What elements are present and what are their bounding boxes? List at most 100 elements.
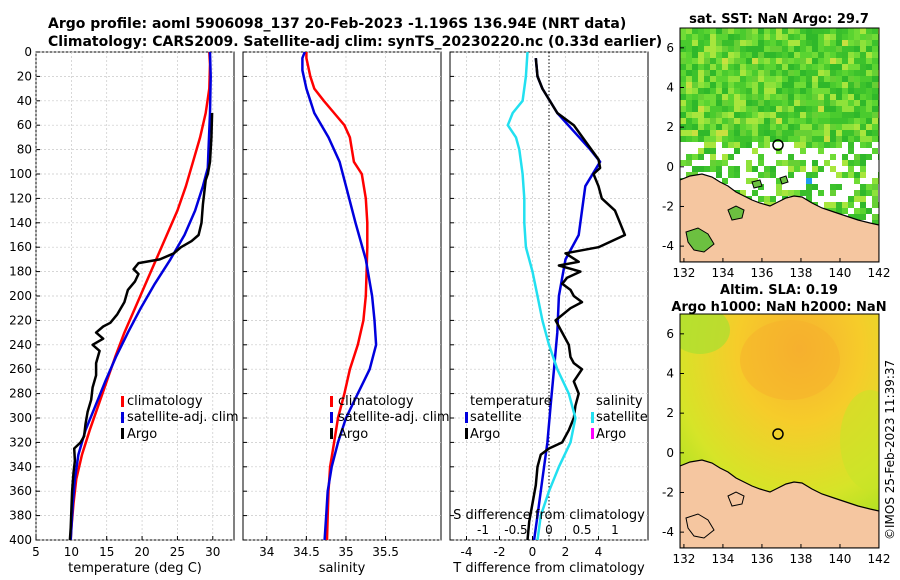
sst-cell <box>692 88 698 94</box>
sst-cell <box>728 112 734 118</box>
sst-cell <box>716 88 722 94</box>
sst-cell <box>836 88 842 94</box>
sst-cell <box>854 112 860 118</box>
sst-cell <box>716 130 722 136</box>
sst-cell <box>680 46 686 52</box>
sst-cell <box>860 34 866 40</box>
sst-cell <box>716 82 722 88</box>
sla-map-title-line2: Argo h1000: NaN h2000: NaN <box>671 300 886 315</box>
sst-cell <box>746 136 752 142</box>
series-line-temperature-argo <box>526 57 627 540</box>
sst-cell <box>692 112 698 118</box>
sst-cell <box>740 130 746 136</box>
sst-cell <box>836 52 842 58</box>
sst-cell <box>800 142 806 148</box>
sst-cell <box>758 40 764 46</box>
legend-label-satellite: satellite-adj. clim <box>127 410 239 425</box>
sst-cell <box>752 70 758 76</box>
sst-cell <box>830 34 836 40</box>
sst-cell <box>812 76 818 82</box>
sst-cell <box>842 40 848 46</box>
sst-cell <box>740 112 746 118</box>
sst-cell <box>854 100 860 106</box>
sst-cell <box>740 142 746 148</box>
sst-cell <box>824 106 830 112</box>
sst-cell <box>728 100 734 106</box>
sst-cell <box>854 58 860 64</box>
sst-cell <box>788 34 794 40</box>
sst-cell <box>830 40 836 46</box>
sst-cell <box>734 58 740 64</box>
sst-cell <box>782 46 788 52</box>
sst-cell <box>698 94 704 100</box>
sst-cell <box>818 112 824 118</box>
sst-cell <box>752 52 758 58</box>
sst-cell <box>716 124 722 130</box>
sst-cell <box>782 52 788 58</box>
sst-cell <box>848 106 854 112</box>
sst-cell <box>758 64 764 70</box>
sst-cell <box>842 28 848 34</box>
sst-cell <box>824 112 830 118</box>
sst-map-ticks: 132 134 136 138 140 142 -4 -2 0 2 4 6 <box>662 41 890 280</box>
sst-cell <box>704 76 710 82</box>
sst-cell <box>704 118 710 124</box>
sst-cell <box>752 82 758 88</box>
sst-cell <box>818 52 824 58</box>
sst-cell <box>860 118 866 124</box>
sst-cell <box>728 34 734 40</box>
sst-cell <box>854 154 860 160</box>
sst-cell <box>788 100 794 106</box>
sst-map: 132 134 136 138 140 142 -4 -2 0 2 4 6 <box>662 27 890 280</box>
sst-cell <box>860 106 866 112</box>
sst-cell <box>692 166 698 172</box>
depth-tick-label: 280 <box>9 387 32 401</box>
sst-cell <box>722 64 728 70</box>
sst-cell <box>698 106 704 112</box>
sst-cell <box>734 172 740 178</box>
sst-cell <box>836 208 842 214</box>
legend-label-s-satellite: satellite <box>596 410 648 425</box>
sst-cell <box>788 82 794 88</box>
sst-cell <box>704 100 710 106</box>
sst-cell <box>680 64 686 70</box>
sst-cell <box>806 106 812 112</box>
sst-cell <box>722 94 728 100</box>
sst-cell <box>776 100 782 106</box>
sst-cell <box>686 82 692 88</box>
sst-cell <box>848 130 854 136</box>
island-coast <box>727 205 745 221</box>
sst-cell <box>806 112 812 118</box>
sst-cell <box>710 160 716 166</box>
sst-cell <box>776 46 782 52</box>
sst-cell <box>746 100 752 106</box>
temperature-xlabel: temperature (deg C) <box>68 561 202 576</box>
sst-cell <box>860 40 866 46</box>
sst-cell <box>722 58 728 64</box>
t-difference-xlabel: T difference from climatology <box>452 561 645 576</box>
sst-cell <box>728 52 734 58</box>
sst-cell <box>686 28 692 34</box>
sst-cell <box>830 190 836 196</box>
sst-cell <box>710 136 716 142</box>
sst-cell <box>848 118 854 124</box>
sst-cell <box>692 52 698 58</box>
sst-cell <box>830 82 836 88</box>
sst-cell <box>776 190 782 196</box>
sst-cell <box>728 82 734 88</box>
s-tick-label: 0.5 <box>572 523 591 537</box>
sst-cell <box>866 208 872 214</box>
sst-cell <box>686 172 692 178</box>
sst-cell <box>812 166 818 172</box>
sst-cell <box>716 106 722 112</box>
legend-label-satellite: satellite-adj. clim <box>338 410 450 425</box>
sst-cell <box>704 112 710 118</box>
sst-cell <box>698 70 704 76</box>
sla-map: 132 134 136 138 140 142 -4 -2 0 2 4 6 <box>662 313 890 566</box>
sst-cell <box>704 40 710 46</box>
sst-cell <box>686 88 692 94</box>
salinity-xlabel: salinity <box>319 561 366 576</box>
sst-cell <box>722 70 728 76</box>
temperature-tick-labels: 5 10 15 20 25 30 <box>32 545 220 559</box>
sst-cell <box>734 148 740 154</box>
